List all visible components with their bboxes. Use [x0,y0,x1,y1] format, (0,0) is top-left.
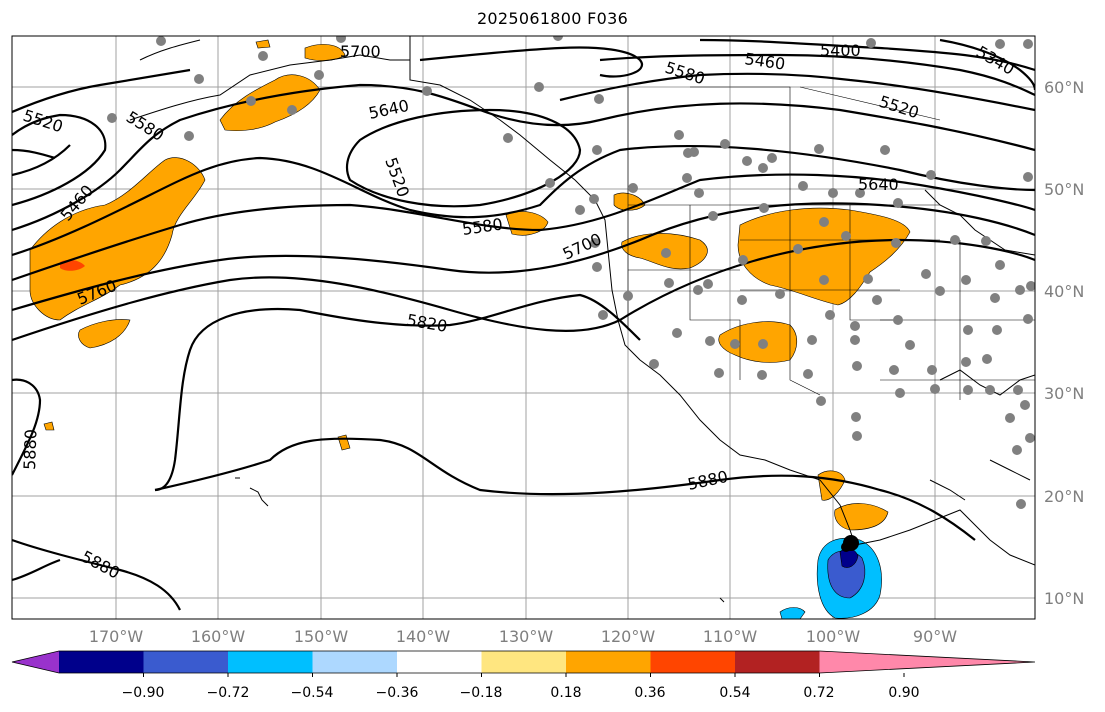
colorbar-tick-label: −0.90 [122,685,165,701]
height-contours [12,38,1035,611]
colorbar [11,650,1036,677]
colorbar-segment [228,651,313,673]
colorbar-outline [11,650,1036,674]
colorbar-tick-label: −0.72 [207,685,250,701]
shade-plains [737,207,911,306]
contour-label: 5640 [858,175,899,194]
contour-label: 5880 [20,429,40,470]
colorbar-segment [735,651,820,673]
station-dots [107,36,1035,509]
lat-label: 10°N [1044,589,1084,608]
colorbar-extend-max [819,651,1035,673]
colorbar-segment [650,651,736,673]
map-title: 2025061800 F036 [476,9,629,28]
lon-label: 100°W [806,627,861,646]
coastlines [129,36,1035,603]
shade-sky-small [779,607,806,619]
longitude-labels: 170°W 160°W 150°W 140°W 130°W 120°W 110°… [89,627,957,646]
colorbar-segment [566,651,651,673]
colorbar-extend-min [12,651,59,673]
lon-label: 140°W [396,627,451,646]
colorbar-tick-label: −0.18 [460,685,503,701]
lon-label: 170°W [89,627,144,646]
shade-small-north [255,39,271,49]
colorbar-segment [397,651,482,673]
colorbar-tick-label: 0.72 [803,685,834,701]
colorbar-tick-label: −0.36 [376,685,419,701]
colorbar-segment [59,651,144,673]
shade-mexico-2 [834,503,889,531]
shade-pacific-west [29,157,206,321]
lat-label: 40°N [1044,282,1084,301]
lat-label: 50°N [1044,180,1084,199]
colorbar-tick-labels: −0.90 −0.72 −0.54 −0.36 −0.18 0.18 0.36 … [122,685,920,701]
lat-label: 30°N [1044,384,1084,403]
lon-label: 90°W [913,627,957,646]
lon-label: 130°W [499,627,554,646]
map-frame [11,35,1036,620]
colorbar-tick-label: 0.90 [888,685,919,701]
lat-label: 20°N [1044,487,1084,506]
colorbar-segment [312,651,398,673]
lon-label: 160°W [191,627,246,646]
shade-bering [304,44,346,61]
colorbar-tick-label: 0.54 [719,685,750,701]
orange-shading [29,39,911,531]
lon-label: 110°W [703,627,758,646]
blue-shading [779,537,882,619]
colorbar-tick-label: −0.54 [291,685,334,701]
shade-tiny-west [43,421,55,431]
colorbar-segment [481,651,567,673]
shade-pacific-small [78,319,131,349]
lon-label: 120°W [601,627,656,646]
lon-label: 150°W [294,627,349,646]
contour-label: 5400 [820,41,861,60]
colorbar-tick-label: 0.36 [634,685,665,701]
colorbar-tick-label: 0.18 [550,685,581,701]
lat-label: 60°N [1044,78,1084,97]
contour-label: 5700 [340,42,381,61]
latitude-labels: 60°N 50°N 40°N 30°N 20°N 10°N [1044,78,1084,608]
colorbar-segment [143,651,229,673]
